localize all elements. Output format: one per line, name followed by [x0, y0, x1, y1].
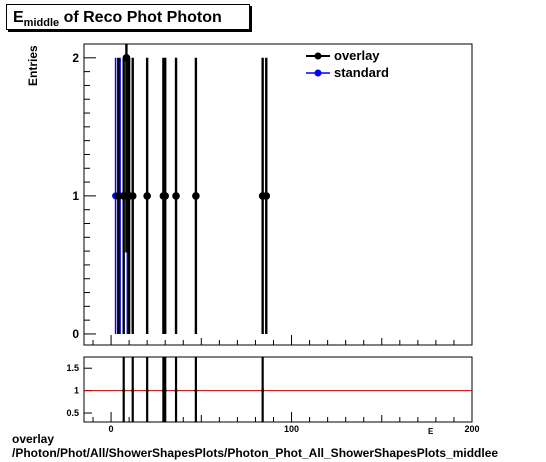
- overlay-marker: [128, 192, 137, 200]
- legend-standard-marker: [314, 69, 322, 77]
- overlay-marker: [143, 192, 151, 200]
- overlay-marker: [119, 192, 128, 200]
- x-tick-label: 100: [284, 424, 299, 434]
- ratio-marker: [163, 389, 167, 393]
- overlay-marker: [172, 192, 180, 200]
- y-tick-label: 2: [72, 51, 79, 65]
- chart-title: Emiddle of Reco Phot Photon: [6, 4, 250, 30]
- ratio-y-tick-label: 1: [74, 386, 79, 396]
- y-tick-label: 1: [72, 189, 79, 203]
- y-tick-label: 0: [72, 327, 79, 341]
- ratio-marker: [122, 389, 126, 393]
- legend-standard-label: standard: [334, 65, 389, 80]
- x-axis-label: E: [428, 427, 434, 436]
- footer-dataset-label: overlay: [12, 432, 55, 446]
- overlay-marker: [262, 192, 271, 200]
- x-tick-label: 200: [464, 424, 479, 434]
- ratio-marker: [261, 389, 265, 393]
- ratio-y-tick-label: 0.5: [66, 408, 79, 418]
- y-axis-label: Entries: [26, 45, 40, 86]
- overlay-marker: [161, 192, 170, 200]
- ratio-marker: [131, 389, 135, 393]
- legend-overlay-marker: [314, 52, 322, 60]
- overlay-marker: [122, 54, 131, 62]
- ratio-marker: [145, 389, 149, 393]
- footer-path-label: /Photon/Phot/All/ShowerShapesPlots/Photo…: [12, 446, 499, 460]
- ratio-y-tick-label: 1.5: [66, 363, 79, 373]
- x-tick-label: 0: [109, 424, 114, 434]
- ratio-marker: [194, 389, 198, 393]
- overlay-marker: [114, 192, 123, 200]
- ratio-marker: [174, 389, 178, 393]
- overlay-marker: [192, 192, 200, 200]
- ratio-plot-frame: [83, 356, 473, 423]
- main-plot-frame: [83, 43, 473, 346]
- legend-overlay-label: overlay: [334, 48, 380, 63]
